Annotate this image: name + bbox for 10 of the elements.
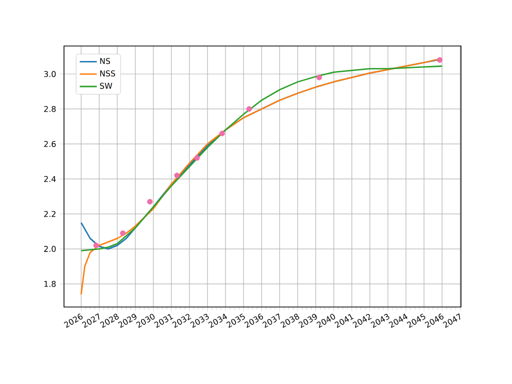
point <box>174 172 180 178</box>
point <box>436 57 442 63</box>
point <box>147 198 153 204</box>
point <box>246 106 252 112</box>
point <box>194 155 200 161</box>
point <box>93 242 99 248</box>
point <box>219 130 225 136</box>
line-series <box>80 58 443 296</box>
point <box>120 230 126 236</box>
point <box>316 74 322 80</box>
